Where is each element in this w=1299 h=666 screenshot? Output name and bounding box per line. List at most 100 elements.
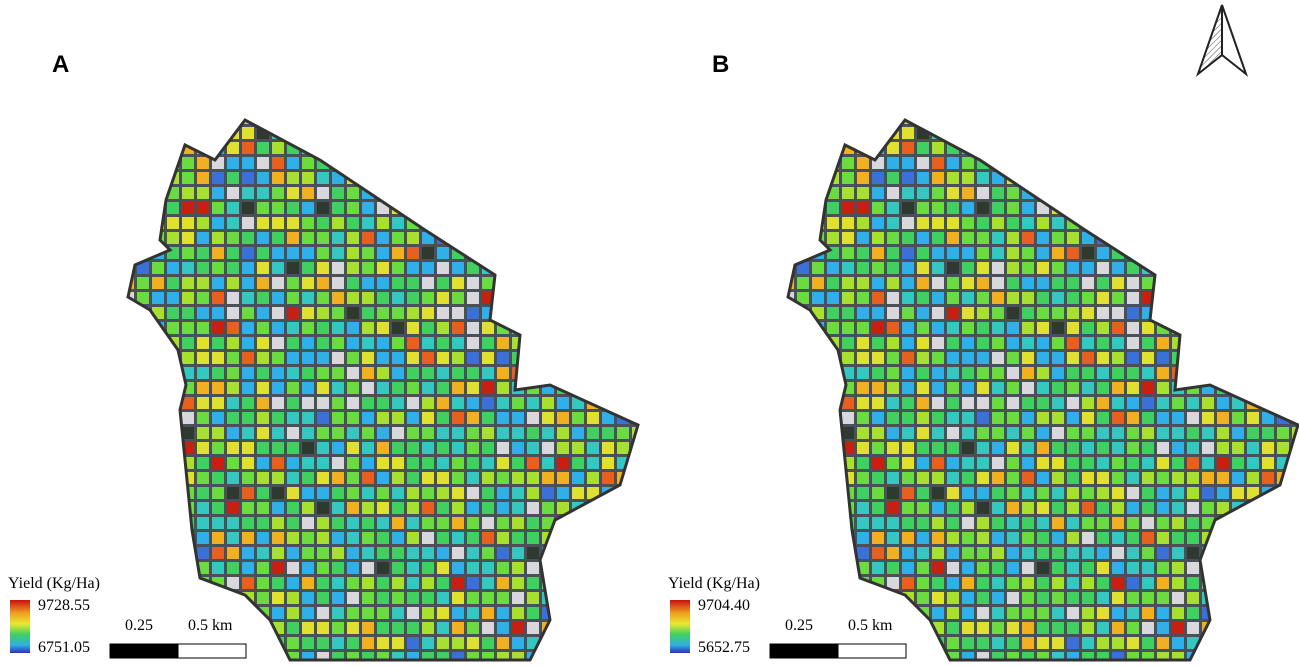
field-cell	[1067, 367, 1079, 379]
field-cell	[1142, 202, 1154, 214]
field-cell	[617, 397, 629, 409]
field-cell	[1052, 592, 1064, 604]
field-cell	[827, 352, 839, 364]
field-cell	[227, 352, 239, 364]
field-cell	[152, 262, 164, 274]
field-cell	[1172, 307, 1184, 319]
field-cell	[302, 367, 314, 379]
field-cell	[152, 120, 164, 124]
field-cell	[1127, 427, 1139, 439]
field-cell	[242, 472, 254, 484]
field-cell	[587, 517, 599, 529]
field-cell	[1277, 217, 1289, 229]
field-cell	[497, 262, 509, 274]
field-cell	[422, 352, 434, 364]
field-cell	[1052, 547, 1064, 559]
field-cell	[1082, 187, 1094, 199]
field-cell	[1022, 307, 1034, 319]
field-cell	[1142, 172, 1154, 184]
field-cell	[362, 352, 374, 364]
field-cell	[1067, 487, 1079, 499]
field-cell	[482, 427, 494, 439]
field-cell	[1067, 427, 1079, 439]
field-cell	[152, 397, 164, 409]
field-cell	[197, 352, 209, 364]
field-cell	[1037, 442, 1049, 454]
field-cell	[812, 382, 824, 394]
field-cell	[632, 637, 638, 649]
field-cell	[917, 187, 929, 199]
field-cell	[407, 187, 419, 199]
field-cell	[977, 232, 989, 244]
field-cell	[1037, 637, 1049, 649]
field-cell	[512, 277, 524, 289]
field-cell	[557, 247, 569, 259]
field-cell	[257, 517, 269, 529]
field-cell	[572, 367, 584, 379]
field-cell	[602, 337, 614, 349]
field-cell	[1157, 187, 1169, 199]
field-cell	[452, 127, 464, 139]
field-cell	[242, 607, 254, 619]
field-cell	[1187, 337, 1199, 349]
field-cell	[842, 172, 854, 184]
field-cell	[407, 547, 419, 559]
field-cell	[1022, 352, 1034, 364]
field-cell	[1187, 307, 1199, 319]
field-cell	[632, 232, 638, 244]
field-cell	[392, 127, 404, 139]
field-cell	[212, 217, 224, 229]
field-cell	[1112, 367, 1124, 379]
field-cell	[1082, 202, 1094, 214]
field-cell	[1247, 592, 1259, 604]
field-cell	[812, 277, 824, 289]
field-cell	[182, 592, 194, 604]
field-cell	[182, 262, 194, 274]
field-cell	[1037, 547, 1049, 559]
field-cell	[1007, 592, 1019, 604]
field-cell	[557, 472, 569, 484]
field-cell	[1202, 120, 1214, 124]
field-cell	[227, 157, 239, 169]
field-cell	[977, 262, 989, 274]
field-cell	[1112, 217, 1124, 229]
field-cell	[557, 217, 569, 229]
field-cell	[887, 517, 899, 529]
field-cell	[962, 442, 974, 454]
field-cell	[557, 532, 569, 544]
field-cell	[797, 187, 809, 199]
field-cell	[1247, 322, 1259, 334]
field-cell	[1217, 127, 1229, 139]
field-cell	[167, 120, 179, 124]
field-cell	[128, 487, 134, 499]
field-cell	[242, 487, 254, 499]
field-cell	[212, 247, 224, 259]
field-cell	[887, 322, 899, 334]
field-cell	[152, 472, 164, 484]
field-cell	[788, 532, 794, 544]
field-cell	[1067, 120, 1079, 124]
field-cell	[587, 120, 599, 124]
field-cell	[992, 442, 1004, 454]
field-cell	[332, 232, 344, 244]
field-cell	[1247, 142, 1259, 154]
field-cell	[572, 622, 584, 634]
field-cell	[257, 457, 269, 469]
field-cell	[872, 517, 884, 529]
field-cell	[332, 457, 344, 469]
field-cell	[1142, 532, 1154, 544]
field-cell	[467, 202, 479, 214]
field-cell	[587, 592, 599, 604]
field-cell	[227, 187, 239, 199]
field-cell	[932, 277, 944, 289]
field-cell	[917, 592, 929, 604]
field-cell	[1067, 247, 1079, 259]
field-cell	[797, 142, 809, 154]
field-cell	[437, 157, 449, 169]
field-cell	[1037, 652, 1049, 660]
field-cell	[617, 292, 629, 304]
field-cell	[887, 532, 899, 544]
field-cell	[332, 502, 344, 514]
field-cell	[962, 120, 974, 124]
